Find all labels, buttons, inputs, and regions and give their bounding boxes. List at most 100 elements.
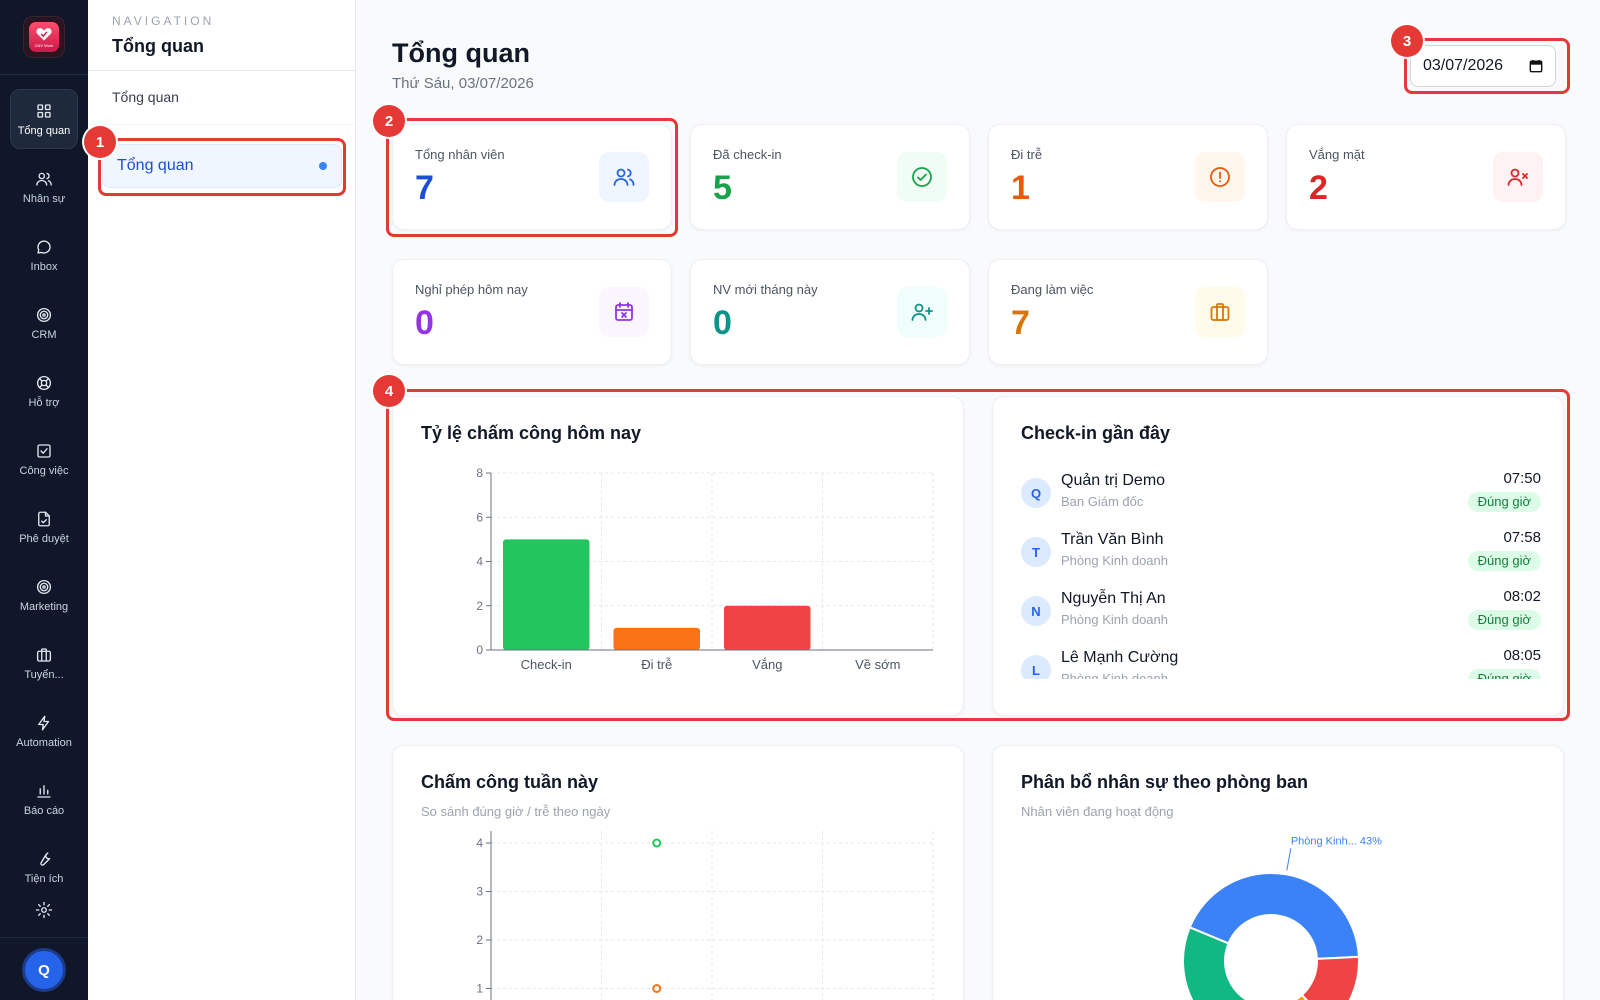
status-badge: Đúng giờ [1467,669,1541,679]
stat-icon-box [897,152,947,202]
date-picker[interactable]: 03/07/2026 [1410,45,1556,87]
weekly-attendance-panel: Chấm công tuần này So sánh đúng giờ / tr… [392,745,964,1000]
employee-department: Phòng Kinh doanh [1061,671,1168,679]
checkin-time: 07:50 [1503,470,1541,487]
slice-label: Phòng Kinh... 43% [1291,835,1382,847]
stat-card[interactable]: Vắng mặt 2 [1286,124,1566,230]
checkin-row[interactable]: T Trần Văn Bình Phòng Kinh doanh 07:58 Đúng … [1021,529,1541,583]
heart-logo-icon: CNV Work [29,22,59,52]
user-plus-icon [911,303,933,321]
rail-bottom-divider [0,937,88,938]
nav-title: Tổng quan [112,36,204,56]
stat-value: 7 [415,169,434,207]
panel-subtitle: Nhân viên đang hoạt động [1021,804,1174,819]
panel-title: Check-in gần đây [1021,423,1171,443]
target-icon [36,307,52,322]
rail-item-lifebuoy[interactable]: Hỗ trợ [10,361,78,421]
rail-item-grid[interactable]: Tổng quan [10,89,78,149]
status-badge: Đúng giờ [1467,610,1541,630]
nav-item-tong-quan[interactable]: Tổng quan [102,144,342,188]
stat-icon-box [1493,152,1543,202]
stat-label: Nghỉ phép hôm nay [415,282,528,297]
rail-item-target[interactable]: Marketing [10,565,78,625]
employee-avatar: N [1021,596,1051,626]
y-tick-label: 4 [476,836,483,850]
rail-item-label: Tổng quan [17,124,71,137]
rail-item-label: Automation [16,736,72,749]
attendance-rate-panel: Tỷ lệ chấm công hôm nay 0 2 4 6 8 Check-in Đi … [392,396,964,716]
rail-item-bolt[interactable]: Automation [10,701,78,761]
rail-item-label: Công việc [19,464,69,477]
stat-card[interactable]: NV mới tháng này 0 [690,259,970,365]
stat-label: Tổng nhân viên [415,147,505,162]
nav-caption: NAVIGATION [112,14,215,28]
x-tick-label: Đi trễ [641,657,672,672]
rail-item-wrench[interactable]: Tiện ích [10,837,78,897]
target-icon [36,579,52,594]
rail-item-label: Inbox [30,260,58,273]
y-tick-label: 2 [476,933,483,947]
donut-slice [1300,955,1360,1000]
stat-card[interactable]: Đi trễ 1 [988,124,1268,230]
status-badge: Đúng giờ [1467,492,1541,512]
rail-item-label: Phê duyệt [19,532,69,545]
stat-label: Đang làm việc [1011,282,1094,297]
checkin-time: 08:05 [1503,647,1541,664]
rail-item-label: CRM [31,328,57,341]
checkin-row[interactable]: N Nguyễn Thị An Phòng Kinh doanh 08:02 Đúng … [1021,588,1541,642]
bar-chart-icon [37,784,51,798]
employee-avatar: T [1021,537,1051,567]
logo-text: CNV Work [34,43,54,48]
weekly-line-chart: 1 2 3 4 [476,831,934,1000]
wrench-icon [40,851,51,866]
stat-card[interactable]: Tổng nhân viên 7 [392,124,672,230]
rail-item-users[interactable]: Nhân sự [10,157,78,217]
rail-item-briefcase[interactable]: Tuyển... [10,633,78,693]
data-point [652,984,662,993]
rail-item-label: Hỗ trợ [28,396,60,409]
rail-item-target[interactable]: CRM [10,293,78,353]
calendar-x-icon [615,302,633,321]
annotation-badge-3: 3 [1391,25,1423,57]
rail-item-label: Báo cáo [23,804,65,817]
stat-value: 5 [713,169,732,207]
rail-item-label: Nhân sự [22,192,66,205]
annotation-badge-1: 1 [84,126,116,158]
department-donut-chart: Phòng Kinh... 43% [1182,835,1382,1000]
y-tick-label: 6 [476,510,483,524]
y-tick-label: 2 [476,599,483,613]
rail-item-checkbox[interactable]: Công việc [10,429,78,489]
users-icon [36,172,52,186]
y-tick-label: 1 [476,982,483,996]
active-dot-icon [319,162,327,170]
checkin-list[interactable]: Q Quản trị Demo Ban Giám đốc 07:50 Đúng giờ T… [993,397,1563,679]
settings-button[interactable] [10,890,78,934]
rail-item-bar-chart[interactable]: Báo cáo [10,769,78,829]
stat-card[interactable]: Nghỉ phép hôm nay 0 [392,259,672,365]
y-tick-label: 3 [476,885,483,899]
stat-card[interactable]: Đang làm việc 7 [988,259,1268,365]
nav-divider [88,124,356,125]
check-circle-icon [912,167,932,187]
annotation-badge-2: 2 [373,105,405,137]
x-tick-label: Check-in [521,657,572,672]
user-avatar[interactable]: Q [22,948,66,992]
rail-item-file-check[interactable]: Phê duyệt [10,497,78,557]
annotation-badge-4: 4 [373,375,405,407]
employee-avatar: Q [1021,478,1051,508]
attendance-bar-chart: 0 2 4 6 8 Check-in Đi trễ Vắng Về sớm [476,466,934,672]
stat-label: Vắng mặt [1309,147,1365,162]
app-logo[interactable]: CNV Work [23,16,65,58]
app-rail: CNV Work Tổng quan Nhân sự Inbox CRM Hỗ trợ C… [0,0,88,1000]
stat-card[interactable]: Đã check-in 5 [690,124,970,230]
recent-checkin-panel: Check-in gần đây Q Quản trị Demo Ban Giám … [992,396,1564,716]
stat-value: 0 [415,304,434,342]
checkin-row[interactable]: L Lê Mạnh Cường Phòng Kinh doanh 08:05 Đúng … [1021,647,1541,679]
calendar-icon[interactable] [1529,59,1543,73]
rail-item-chat[interactable]: Inbox [10,225,78,285]
checkin-row[interactable]: Q Quản trị Demo Ban Giám đốc 07:50 Đúng giờ [1021,470,1541,524]
employee-department: Ban Giám đốc [1061,494,1144,509]
stat-value: 0 [713,304,732,342]
nav-group-label[interactable]: Tổng quan [112,89,179,105]
rail-item-label: Marketing [19,600,69,613]
